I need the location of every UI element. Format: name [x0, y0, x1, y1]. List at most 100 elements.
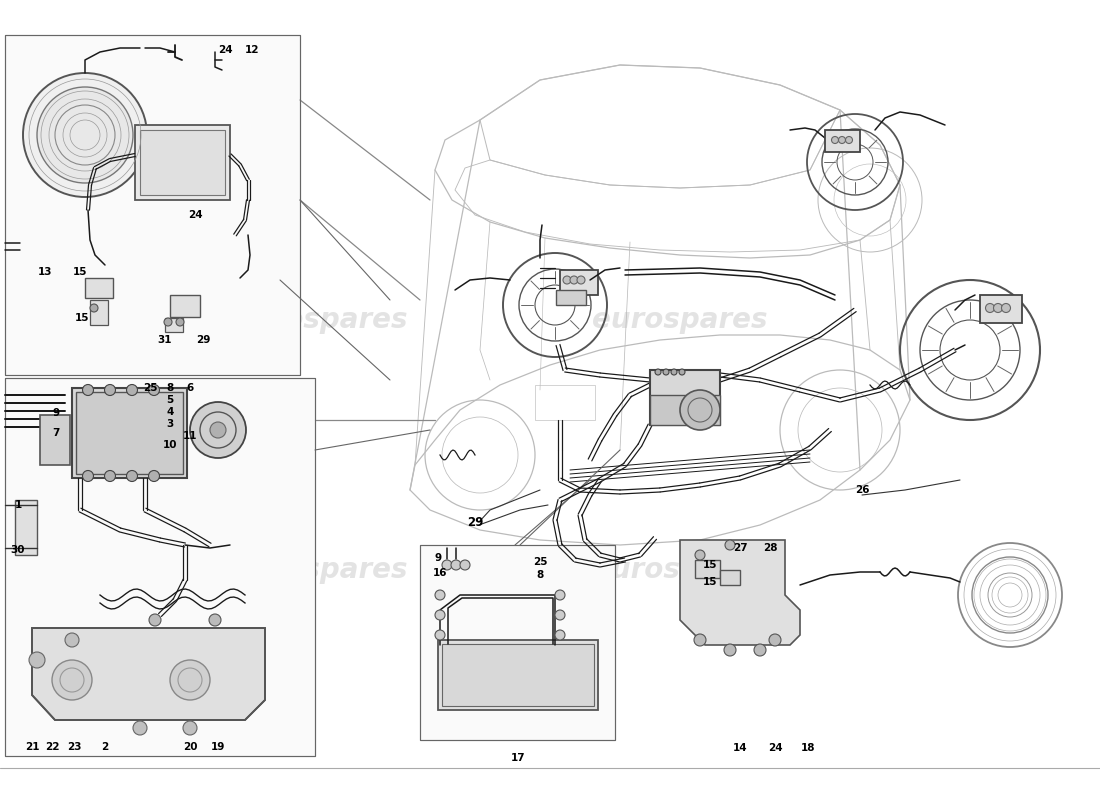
Circle shape — [82, 470, 94, 482]
Circle shape — [442, 560, 452, 570]
Circle shape — [1001, 303, 1011, 313]
Circle shape — [104, 385, 116, 395]
Bar — [556, 290, 586, 305]
Text: 20: 20 — [183, 742, 197, 752]
Circle shape — [210, 422, 225, 438]
Circle shape — [754, 644, 766, 656]
Circle shape — [82, 385, 94, 395]
Bar — [438, 640, 598, 710]
Circle shape — [434, 630, 446, 640]
Circle shape — [451, 560, 461, 570]
Circle shape — [148, 385, 159, 395]
Text: 15: 15 — [703, 577, 717, 587]
Bar — [650, 395, 721, 425]
Circle shape — [694, 634, 706, 646]
Text: 7: 7 — [53, 428, 59, 438]
Polygon shape — [680, 540, 800, 645]
Circle shape — [65, 633, 79, 647]
Circle shape — [434, 610, 446, 620]
Text: 23: 23 — [67, 742, 81, 752]
Text: 28: 28 — [762, 543, 778, 553]
Text: 16: 16 — [432, 568, 448, 578]
Text: 24: 24 — [768, 743, 782, 753]
Text: 19: 19 — [211, 742, 226, 752]
Circle shape — [164, 318, 172, 326]
Text: 29: 29 — [466, 515, 483, 529]
Text: 1: 1 — [14, 500, 22, 510]
Circle shape — [148, 614, 161, 626]
Bar — [825, 130, 860, 152]
Bar — [140, 130, 225, 195]
Text: 4: 4 — [166, 407, 174, 417]
Text: 25: 25 — [143, 383, 157, 393]
Bar — [90, 300, 108, 325]
Circle shape — [986, 303, 994, 313]
Bar — [6, 378, 315, 756]
Text: 9: 9 — [53, 408, 59, 418]
Text: eurospares: eurospares — [232, 556, 408, 584]
Circle shape — [724, 644, 736, 656]
Text: 15: 15 — [73, 267, 87, 277]
Bar — [420, 545, 615, 740]
Bar — [535, 385, 595, 420]
Circle shape — [725, 540, 735, 550]
Circle shape — [663, 369, 669, 375]
Circle shape — [126, 470, 138, 482]
Text: 17: 17 — [510, 753, 526, 763]
Circle shape — [183, 721, 197, 735]
Text: 5: 5 — [166, 395, 174, 405]
Text: 27: 27 — [733, 543, 747, 553]
Bar — [6, 378, 315, 756]
Circle shape — [190, 402, 246, 458]
Circle shape — [90, 304, 98, 312]
Bar — [560, 270, 598, 295]
Text: 24: 24 — [188, 210, 202, 220]
Circle shape — [133, 721, 147, 735]
Circle shape — [148, 470, 159, 482]
Circle shape — [556, 590, 565, 600]
Bar — [980, 295, 1022, 323]
Circle shape — [434, 590, 446, 600]
Circle shape — [570, 276, 578, 284]
Circle shape — [170, 660, 210, 700]
Circle shape — [578, 276, 585, 284]
Text: 25: 25 — [532, 557, 548, 567]
Circle shape — [838, 137, 846, 143]
Text: eurospares: eurospares — [592, 556, 768, 584]
Circle shape — [832, 137, 838, 143]
Polygon shape — [32, 628, 265, 720]
Bar — [135, 125, 230, 200]
Text: 3: 3 — [166, 419, 174, 429]
Bar — [6, 35, 300, 375]
Circle shape — [176, 318, 184, 326]
Text: 13: 13 — [37, 267, 53, 277]
Bar — [72, 388, 187, 478]
Text: 15: 15 — [75, 313, 89, 323]
Circle shape — [209, 614, 221, 626]
Circle shape — [23, 73, 147, 197]
Circle shape — [556, 610, 565, 620]
Circle shape — [695, 550, 705, 560]
Bar — [85, 278, 113, 298]
Circle shape — [563, 276, 571, 284]
Circle shape — [29, 652, 45, 668]
Circle shape — [654, 369, 661, 375]
Text: eurospares: eurospares — [592, 306, 768, 334]
Text: 21: 21 — [24, 742, 40, 752]
Text: eurospares: eurospares — [232, 306, 408, 334]
Bar — [170, 295, 200, 317]
Bar — [442, 644, 594, 706]
Text: 22: 22 — [45, 742, 59, 752]
Text: 24: 24 — [218, 45, 232, 55]
Circle shape — [671, 369, 676, 375]
Circle shape — [104, 470, 116, 482]
Circle shape — [769, 634, 781, 646]
Bar — [165, 318, 183, 332]
Text: 26: 26 — [855, 485, 869, 495]
Text: 14: 14 — [733, 743, 747, 753]
Circle shape — [846, 137, 852, 143]
Text: 15: 15 — [703, 560, 717, 570]
Circle shape — [556, 630, 565, 640]
Bar — [40, 415, 70, 465]
Circle shape — [37, 87, 133, 183]
